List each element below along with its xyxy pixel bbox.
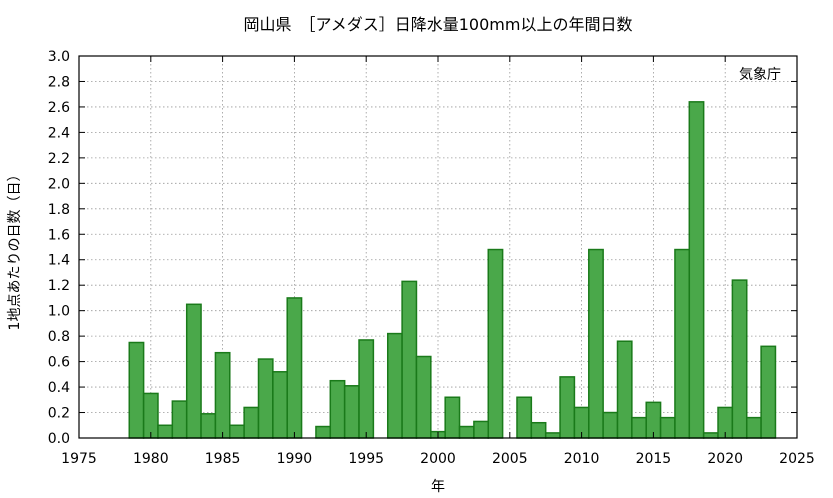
bar-1982	[171, 400, 188, 439]
x-tick-label: 2000	[420, 451, 456, 467]
y-tick-label: 3.0	[48, 49, 70, 65]
bar-1980	[142, 392, 159, 439]
y-tick-label: 0.0	[48, 431, 70, 447]
y-tick-label: 0.6	[48, 355, 70, 371]
bar-1997	[386, 332, 403, 439]
bar-2023	[760, 345, 777, 439]
y-tick-label: 1.8	[48, 202, 70, 218]
x-tick-label: 1980	[133, 451, 169, 467]
bar-2014	[631, 416, 647, 439]
x-tick-label: 2025	[779, 451, 815, 467]
y-tick-label: 2.8	[48, 74, 70, 90]
y-tick-label: 0.4	[48, 380, 70, 396]
x-tick-label: 2010	[564, 451, 600, 467]
bar-2018	[688, 101, 705, 439]
y-tick-label: 0.8	[48, 329, 70, 345]
x-tick-label: 1985	[205, 451, 241, 467]
y-tick-label: 1.2	[48, 278, 70, 294]
bar-1994	[343, 385, 360, 439]
y-tick-label: 2.4	[48, 125, 70, 141]
x-tick-label: 2020	[707, 451, 743, 467]
x-tick-label: 1995	[348, 451, 384, 467]
x-tick-label: 1975	[61, 451, 97, 467]
bar-1985	[214, 351, 231, 439]
bar-2017	[674, 248, 691, 439]
bar-1986	[229, 424, 245, 439]
bar-1998	[401, 280, 418, 439]
y-tick-label: 0.2	[48, 406, 70, 422]
x-tick-label: 2015	[636, 451, 672, 467]
bar-2013	[616, 340, 633, 439]
bar-1992	[315, 425, 332, 439]
source-label: 気象庁	[739, 67, 781, 83]
bar-1999	[415, 355, 432, 439]
x-axis: 1975 1980 1985 1990 1995 2000 2005 2010 2015 2020…	[61, 56, 815, 467]
y-tick-label: 2.2	[48, 151, 70, 167]
bar-2012	[602, 411, 619, 439]
bar-2001	[444, 396, 461, 439]
y-axis: 0.0 0.2 0.4 0.6 0.8 1.0 1.2 1.4 1.6 1.8 2.0 2.2 2.4 2…	[48, 49, 797, 447]
y-tick-label: 2.0	[48, 176, 70, 192]
bar-1988	[257, 358, 274, 439]
bar-2022	[745, 416, 762, 439]
x-tick-label: 2005	[492, 451, 528, 467]
bar-2016	[659, 416, 676, 439]
bar-2008	[544, 432, 561, 439]
y-tick-label: 1.0	[48, 304, 70, 320]
x-axis-title: 年	[431, 479, 445, 495]
bar-1983	[185, 303, 202, 439]
bar-1979	[128, 341, 145, 439]
bars	[128, 101, 777, 439]
bar-2019	[702, 432, 719, 439]
bar-1990	[286, 297, 303, 439]
x-tick-label: 1990	[277, 451, 313, 467]
y-tick-label: 2.6	[48, 100, 70, 116]
bar-2006	[516, 396, 533, 439]
bar-1981	[157, 424, 174, 439]
bar-2011	[588, 248, 604, 439]
bar-1995	[358, 339, 375, 439]
bar-2003	[473, 420, 490, 439]
chart-title: 岡山県 ［アメダス］日降水量100mm以上の年間日数	[244, 15, 633, 34]
bar-2021	[731, 279, 748, 439]
bar-2002	[458, 425, 475, 439]
bar-1989	[272, 371, 288, 439]
bar-1993	[329, 379, 346, 439]
bar-2007	[530, 421, 547, 439]
y-axis-title: 1地点あたりの日数（日）	[7, 168, 23, 331]
bar-1987	[243, 406, 260, 439]
y-tick-label: 1.4	[48, 253, 70, 269]
bar-2009	[559, 376, 576, 439]
bar-1984	[200, 413, 217, 439]
bar-2004	[487, 248, 504, 439]
y-tick-label: 1.6	[48, 227, 70, 243]
